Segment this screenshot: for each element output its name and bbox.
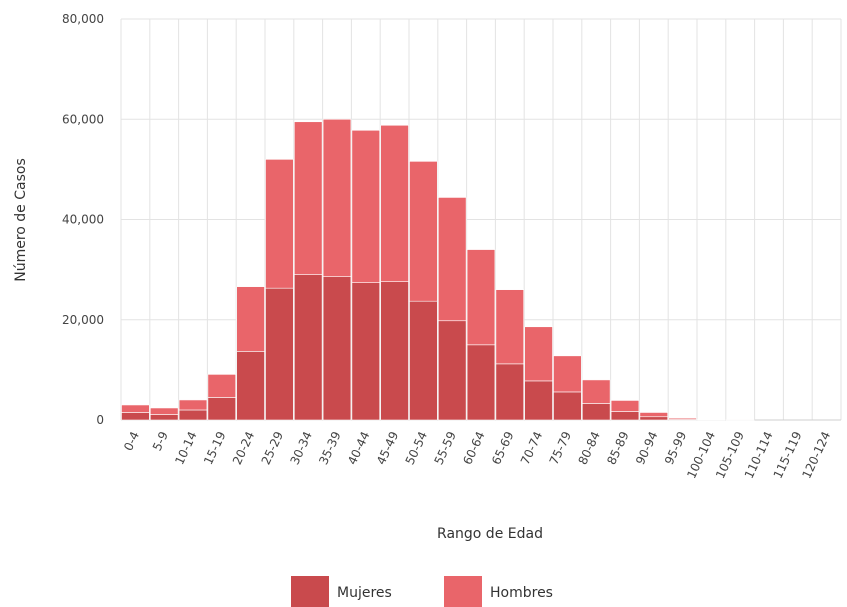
bar-hombres-35-39[interactable] [322, 118, 352, 277]
bar-hombres-60-64[interactable] [466, 249, 496, 346]
legend-swatch-hombres[interactable] [444, 576, 482, 607]
bar-mujeres-65-69[interactable] [495, 363, 524, 421]
x-tick-label: 50-54 [403, 429, 430, 467]
x-tick-label: 45-49 [374, 429, 401, 467]
bar-hombres-20-24[interactable] [236, 286, 265, 352]
bar-mujeres-10-14[interactable] [178, 409, 208, 421]
bar-hombres-45-49[interactable] [380, 124, 409, 282]
x-tick-label: 75-79 [547, 429, 574, 467]
legend-label-mujeres[interactable]: Mujeres [337, 585, 392, 601]
bar-hombres-0-4[interactable] [121, 404, 150, 413]
bar-mujeres-80-84[interactable] [581, 403, 611, 421]
bar-hombres-65-69[interactable] [495, 289, 524, 365]
bar-hombres-90-94[interactable] [639, 412, 669, 418]
bar-mujeres-5-9[interactable] [150, 414, 179, 421]
bar-mujeres-15-19[interactable] [207, 397, 236, 421]
legend-label-hombres[interactable]: Hombres [490, 585, 553, 601]
y-tick-label: 0 [96, 413, 104, 427]
x-tick-label: 60-64 [460, 429, 487, 467]
grid [120, 18, 842, 421]
bar-hombres-70-74[interactable] [524, 326, 553, 382]
x-tick-label: 90-94 [633, 429, 660, 467]
bar-hombres-95-99[interactable] [668, 417, 697, 420]
bar-hombres-55-59[interactable] [437, 197, 467, 322]
bar-mujeres-70-74[interactable] [524, 380, 553, 421]
x-tick-label: 25-29 [259, 429, 286, 467]
x-tick-label: 85-89 [604, 429, 631, 467]
x-tick-label: 70-74 [518, 429, 545, 467]
bar-mujeres-55-59[interactable] [437, 320, 467, 421]
bar-hombres-10-14[interactable] [178, 399, 208, 411]
bar-mujeres-45-49[interactable] [380, 281, 409, 421]
x-axis-title: Rango de Edad [437, 526, 543, 542]
x-tick-label: 95-99 [662, 429, 689, 467]
y-tick-label: 60,000 [62, 112, 104, 126]
y-tick-label: 40,000 [62, 213, 104, 227]
bar-mujeres-0-4[interactable] [121, 412, 150, 421]
legend-swatch-mujeres[interactable] [291, 576, 329, 607]
bar-hombres-15-19[interactable] [207, 374, 236, 398]
bar-mujeres-40-44[interactable] [351, 282, 380, 421]
x-tick-label: 65-69 [489, 429, 516, 467]
x-tick-label: 120-124 [799, 429, 833, 480]
bar-hombres-85-89[interactable] [610, 400, 640, 412]
x-tick-label: 0-4 [121, 429, 142, 453]
y-axis-title: Número de Casos [13, 158, 29, 282]
bar-mujeres-85-89[interactable] [610, 411, 640, 421]
bar-hombres-50-54[interactable] [409, 161, 438, 302]
x-tick-label: 35-39 [316, 429, 343, 467]
y-tick-label: 20,000 [62, 313, 104, 327]
bar-mujeres-20-24[interactable] [236, 351, 265, 421]
bar-mujeres-30-34[interactable] [293, 274, 323, 421]
x-tick-label: 5-9 [150, 429, 171, 453]
bar-hombres-75-79[interactable] [553, 355, 582, 393]
legend: Mujeres Hombres [291, 576, 553, 607]
bar-mujeres-90-94[interactable] [639, 416, 669, 421]
x-tick-label: 20-24 [230, 429, 257, 467]
x-tick-label: 10-14 [172, 429, 199, 467]
bar-mujeres-60-64[interactable] [466, 344, 496, 421]
x-tick-label: 40-44 [345, 429, 372, 467]
bar-mujeres-50-54[interactable] [409, 300, 438, 421]
bars [121, 118, 755, 421]
bar-mujeres-25-29[interactable] [265, 287, 294, 421]
x-tick-label: 15-19 [201, 429, 228, 467]
x-tick-label: 80-84 [575, 429, 602, 467]
y-tick-label: 80,000 [62, 12, 104, 26]
bar-hombres-25-29[interactable] [265, 159, 294, 289]
bar-mujeres-75-79[interactable] [553, 391, 582, 421]
bar-hombres-5-9[interactable] [150, 407, 179, 415]
x-tick-label: 30-34 [287, 429, 314, 467]
bar-hombres-80-84[interactable] [581, 379, 611, 404]
bar-hombres-40-44[interactable] [351, 129, 380, 283]
x-tick-label: 55-59 [431, 429, 458, 467]
bar-hombres-30-34[interactable] [293, 121, 323, 275]
bar-mujeres-35-39[interactable] [322, 276, 352, 421]
